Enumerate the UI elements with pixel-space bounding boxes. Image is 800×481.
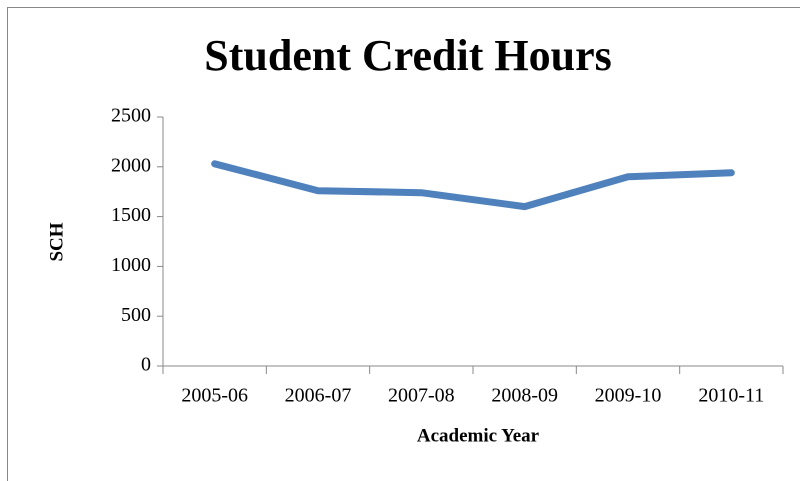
x-axis-title: Academic Year — [417, 425, 540, 446]
y-tick-label: 1500 — [111, 204, 151, 226]
x-tick-label: 2010-11 — [698, 385, 764, 407]
y-tick-label: 1000 — [111, 254, 151, 276]
x-tick-label: 2006-07 — [285, 385, 352, 407]
y-tick-label: 2000 — [111, 154, 151, 176]
y-axis-title: SCH — [46, 222, 67, 261]
y-tick-label: 0 — [141, 354, 151, 376]
x-tick-label: 2005-06 — [181, 385, 248, 407]
x-tick-label: 2009-10 — [595, 385, 662, 407]
chart-title: Student Credit Hours — [204, 31, 611, 80]
x-tick-label: 2008-09 — [491, 385, 558, 407]
data-line — [211, 160, 735, 211]
y-tick-label: 500 — [121, 304, 151, 326]
chart-frame — [7, 7, 800, 481]
y-tick-label: 2500 — [111, 105, 151, 127]
x-tick-label: 2007-08 — [388, 385, 455, 407]
